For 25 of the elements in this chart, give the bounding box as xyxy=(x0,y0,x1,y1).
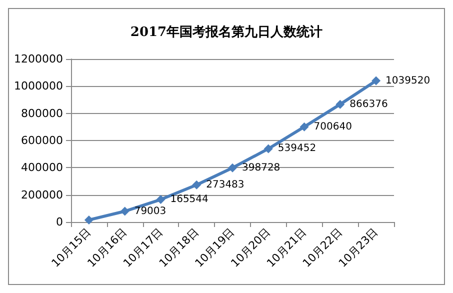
data-label: 700640 xyxy=(314,121,352,132)
y-tick-label: 600000 xyxy=(21,134,63,147)
point xyxy=(120,206,130,216)
point xyxy=(372,76,381,86)
point xyxy=(300,122,309,132)
data-label: 539452 xyxy=(278,143,316,154)
data-label: 1039520 xyxy=(386,75,430,86)
data-label: 273483 xyxy=(206,179,244,190)
point xyxy=(228,163,237,172)
y-tick-label: 400000 xyxy=(21,161,63,174)
y-tick-label: 1000000 xyxy=(14,80,63,93)
data-label: 79003 xyxy=(134,206,166,217)
point xyxy=(84,215,94,224)
point xyxy=(336,100,345,109)
point xyxy=(192,180,202,190)
y-tick-label: 800000 xyxy=(21,106,63,120)
data-label: 866376 xyxy=(350,98,388,110)
point xyxy=(264,144,273,154)
data-label: 165544 xyxy=(170,194,208,206)
y-tick-label: 200000 xyxy=(21,188,63,202)
data-label: 398728 xyxy=(242,162,280,174)
point xyxy=(156,195,166,204)
y-tick-label: 1200000 xyxy=(14,52,63,66)
y-tick-label: 0 xyxy=(56,216,63,228)
chart-title: 2017年国考报名第九日人数统计 xyxy=(130,24,323,40)
